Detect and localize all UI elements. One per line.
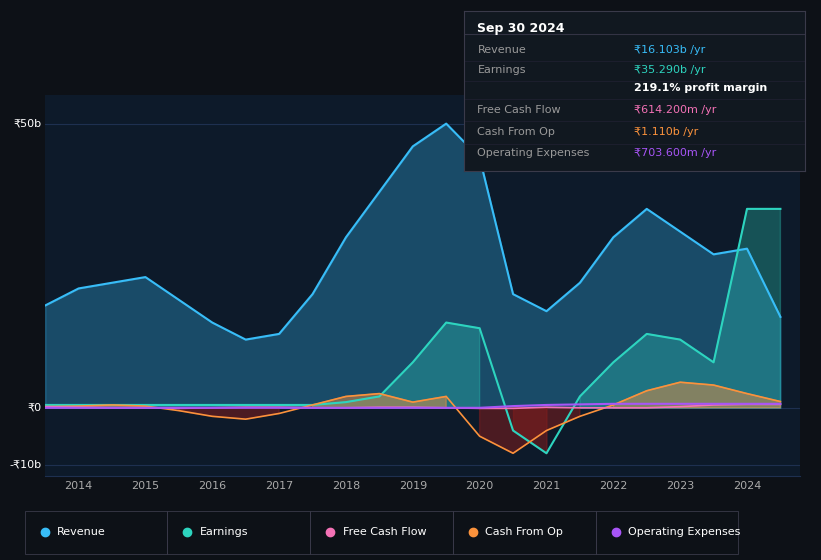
Text: Sep 30 2024: Sep 30 2024 xyxy=(478,22,565,35)
Text: Operating Expenses: Operating Expenses xyxy=(478,148,589,158)
Text: 2022: 2022 xyxy=(599,480,627,491)
Text: Revenue: Revenue xyxy=(478,44,526,54)
Text: 2018: 2018 xyxy=(332,480,360,491)
Text: ₹0: ₹0 xyxy=(27,403,41,413)
Text: ₹35.290b /yr: ₹35.290b /yr xyxy=(635,66,706,75)
Text: 219.1% profit margin: 219.1% profit margin xyxy=(635,83,768,93)
Text: Cash From Op: Cash From Op xyxy=(478,128,555,138)
Text: 2017: 2017 xyxy=(265,480,293,491)
Text: ₹16.103b /yr: ₹16.103b /yr xyxy=(635,44,705,54)
Text: Earnings: Earnings xyxy=(478,66,526,75)
Text: 2016: 2016 xyxy=(198,480,227,491)
Text: 2021: 2021 xyxy=(532,480,561,491)
Text: Revenue: Revenue xyxy=(57,527,106,537)
Text: Operating Expenses: Operating Expenses xyxy=(628,527,741,537)
Text: 2015: 2015 xyxy=(131,480,159,491)
Text: 2014: 2014 xyxy=(65,480,93,491)
Text: Earnings: Earnings xyxy=(200,527,248,537)
Text: Free Cash Flow: Free Cash Flow xyxy=(478,105,561,115)
Text: ₹50b: ₹50b xyxy=(13,119,41,129)
Text: 2019: 2019 xyxy=(399,480,427,491)
Text: ₹1.110b /yr: ₹1.110b /yr xyxy=(635,128,699,138)
Text: ₹703.600m /yr: ₹703.600m /yr xyxy=(635,148,717,158)
Text: 2024: 2024 xyxy=(733,480,761,491)
Text: 2020: 2020 xyxy=(466,480,493,491)
Text: 2023: 2023 xyxy=(666,480,695,491)
Text: ₹614.200m /yr: ₹614.200m /yr xyxy=(635,105,717,115)
Text: -₹10b: -₹10b xyxy=(9,460,41,470)
Text: Cash From Op: Cash From Op xyxy=(485,527,563,537)
Text: Free Cash Flow: Free Cash Flow xyxy=(342,527,426,537)
